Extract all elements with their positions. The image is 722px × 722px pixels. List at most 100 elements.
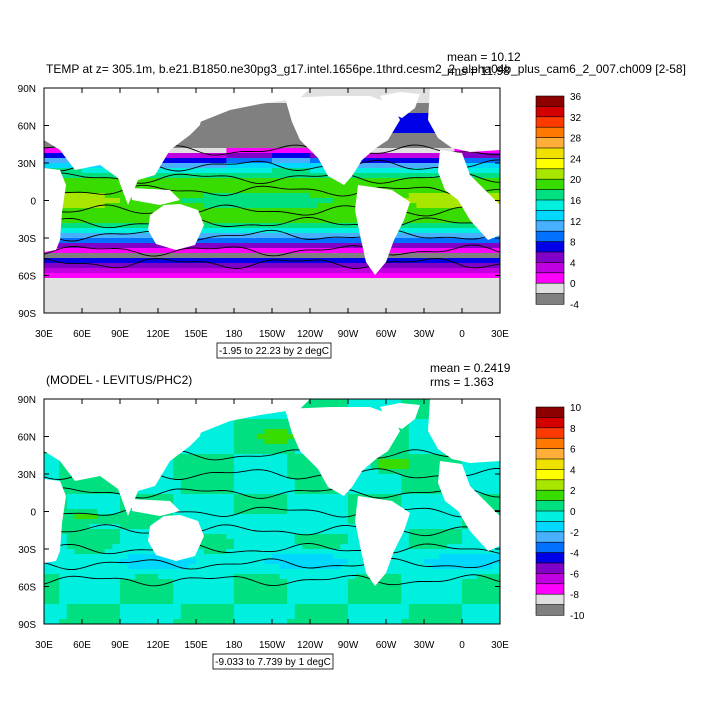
field-cell bbox=[241, 489, 250, 495]
field-cell bbox=[469, 479, 478, 485]
field-cell bbox=[446, 208, 455, 214]
field-cell bbox=[89, 173, 98, 179]
panel-1-land-africa-east bbox=[438, 150, 500, 240]
field-cell bbox=[256, 469, 265, 475]
field-cell bbox=[424, 514, 433, 520]
field-cell bbox=[416, 253, 425, 259]
field-cell bbox=[188, 479, 197, 485]
field-cell bbox=[393, 233, 402, 239]
field-cell bbox=[82, 479, 91, 485]
field-cell bbox=[127, 544, 136, 550]
field-cell bbox=[173, 484, 182, 490]
field-cell bbox=[272, 173, 281, 179]
field-cell bbox=[294, 198, 303, 204]
field-cell bbox=[287, 133, 296, 139]
field-cell bbox=[211, 233, 220, 239]
field-cell bbox=[165, 574, 174, 580]
field-cell bbox=[492, 298, 500, 304]
field-cell bbox=[256, 273, 265, 279]
field-cell bbox=[218, 454, 227, 460]
field-cell bbox=[74, 218, 83, 224]
field-cell bbox=[112, 308, 121, 313]
field-cell bbox=[454, 213, 463, 219]
field-cell bbox=[340, 208, 349, 214]
field-cell bbox=[279, 98, 288, 104]
field-cell bbox=[158, 494, 167, 500]
field-cell bbox=[310, 499, 319, 505]
field-cell bbox=[340, 248, 349, 254]
field-cell bbox=[302, 509, 311, 515]
field-cell bbox=[226, 213, 235, 219]
field-cell bbox=[241, 258, 250, 264]
field-cell bbox=[279, 223, 288, 229]
field-cell bbox=[173, 504, 182, 510]
field-cell bbox=[59, 258, 68, 264]
field-cell bbox=[424, 409, 433, 415]
field-cell bbox=[120, 524, 129, 530]
field-cell bbox=[112, 183, 121, 189]
field-cell bbox=[439, 278, 448, 284]
field-cell bbox=[355, 544, 364, 550]
field-cell bbox=[218, 539, 227, 545]
panel-1-rms: rms = 11.98 bbox=[447, 64, 510, 78]
field-cell bbox=[302, 459, 311, 465]
field-cell bbox=[408, 454, 417, 460]
panel-1-x-tick-label: 30E bbox=[491, 329, 509, 340]
field-cell bbox=[378, 153, 387, 159]
field-cell bbox=[97, 293, 106, 299]
field-cell bbox=[180, 163, 189, 169]
field-cell bbox=[264, 539, 273, 545]
field-cell bbox=[97, 283, 106, 289]
field-cell bbox=[241, 273, 250, 279]
field-cell bbox=[294, 504, 303, 510]
panel-1-colorbar-label: 0 bbox=[570, 279, 576, 290]
field-cell bbox=[401, 434, 410, 440]
field-cell bbox=[234, 539, 243, 545]
field-cell bbox=[386, 479, 395, 485]
field-cell bbox=[211, 459, 220, 465]
field-cell bbox=[256, 504, 265, 510]
field-cell bbox=[294, 569, 303, 575]
field-cell bbox=[408, 268, 417, 274]
field-cell bbox=[234, 213, 243, 219]
field-cell bbox=[477, 554, 486, 560]
field-cell bbox=[408, 123, 417, 129]
field-cell bbox=[393, 499, 402, 505]
field-cell bbox=[287, 434, 296, 440]
field-cell bbox=[294, 524, 303, 530]
field-cell bbox=[310, 88, 319, 94]
field-cell bbox=[66, 489, 75, 495]
field-cell bbox=[279, 439, 288, 445]
field-cell bbox=[446, 223, 455, 229]
field-cell bbox=[142, 218, 151, 224]
field-cell bbox=[446, 283, 455, 289]
field-cell bbox=[294, 223, 303, 229]
field-cell bbox=[218, 238, 227, 244]
field-cell bbox=[120, 504, 129, 510]
field-cell bbox=[180, 263, 189, 269]
field-cell bbox=[82, 298, 91, 304]
field-cell bbox=[287, 459, 296, 465]
field-cell bbox=[104, 233, 113, 239]
field-cell bbox=[431, 258, 440, 264]
field-cell bbox=[302, 484, 311, 490]
panel-2-rms: rms = 1.363 bbox=[430, 375, 494, 389]
field-cell bbox=[104, 484, 113, 490]
field-cell bbox=[226, 434, 235, 440]
colorbar-swatch bbox=[535, 220, 565, 232]
field-cell bbox=[264, 519, 273, 525]
field-cell bbox=[112, 494, 121, 500]
field-cell bbox=[287, 303, 296, 309]
field-cell bbox=[287, 499, 296, 505]
field-cell bbox=[272, 123, 281, 129]
field-cell bbox=[211, 434, 220, 440]
field-cell bbox=[439, 499, 448, 505]
field-cell bbox=[401, 253, 410, 259]
field-cell bbox=[431, 168, 440, 174]
field-cell bbox=[249, 198, 258, 204]
field-cell bbox=[416, 409, 425, 415]
field-cell bbox=[370, 93, 379, 99]
field-cell bbox=[477, 559, 486, 565]
field-cell bbox=[378, 88, 387, 94]
field-cell bbox=[401, 228, 410, 234]
